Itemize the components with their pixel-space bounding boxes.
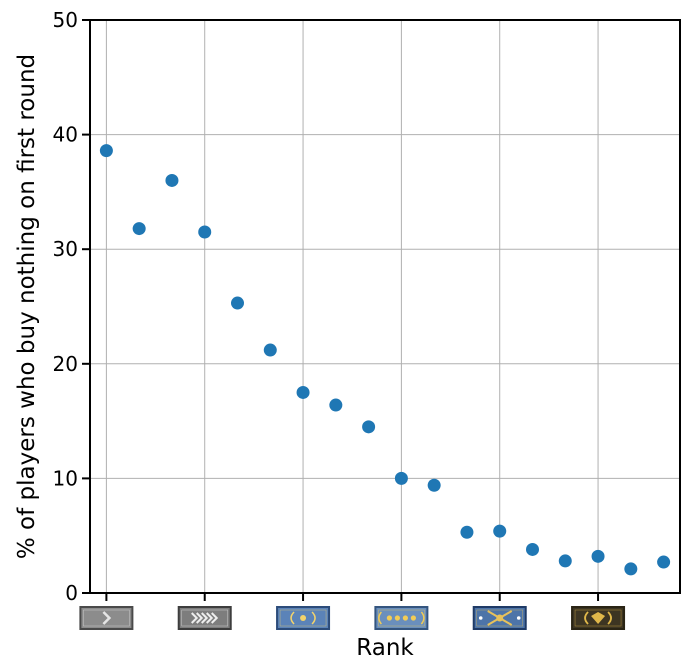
- data-point-17: [624, 562, 638, 576]
- data-point-12: [460, 525, 474, 539]
- data-points: [99, 144, 671, 576]
- y-tick-label-1: 10: [53, 466, 78, 490]
- y-axis-label: % of players who buy nothing on first ro…: [14, 54, 40, 559]
- data-point-7: [296, 385, 310, 399]
- y-tick-label-3: 30: [53, 237, 78, 261]
- data-point-3: [165, 173, 179, 187]
- data-point-2: [132, 222, 146, 236]
- y-axis-ticks: 0 10 20 30 40 50: [53, 8, 90, 605]
- data-point-16: [591, 549, 605, 563]
- plot-frame: [89, 19, 681, 594]
- grid: [90, 20, 680, 593]
- rank-gold-nova-1-icon: [276, 606, 331, 630]
- x-axis-label: Rank: [356, 635, 414, 661]
- data-point-11: [427, 478, 441, 492]
- data-point-4: [198, 225, 212, 239]
- rank-legendary-eagle-icon: [571, 606, 626, 630]
- data-point-8: [329, 398, 343, 412]
- data-point-9: [362, 420, 376, 434]
- rank-master-guardian-elite-icon: [472, 606, 527, 630]
- rank-gold-nova-master-icon: [374, 606, 429, 630]
- data-point-18: [657, 555, 671, 569]
- x-axis-ticks: [79, 593, 626, 630]
- data-point-15: [558, 554, 572, 568]
- data-point-6: [263, 343, 277, 357]
- y-tick-label-2: 20: [53, 352, 78, 376]
- data-point-10: [394, 471, 408, 485]
- data-point-14: [526, 542, 539, 556]
- y-tick-label-0: 0: [65, 581, 78, 605]
- data-point-1: [99, 144, 113, 158]
- rank-silver-elite-icon: [177, 606, 232, 630]
- data-point-5: [231, 296, 244, 310]
- y-tick-label-5: 50: [53, 8, 78, 32]
- data-point-13: [493, 524, 507, 538]
- rank-silver-1-icon: [79, 606, 134, 630]
- y-tick-label-4: 40: [53, 123, 78, 147]
